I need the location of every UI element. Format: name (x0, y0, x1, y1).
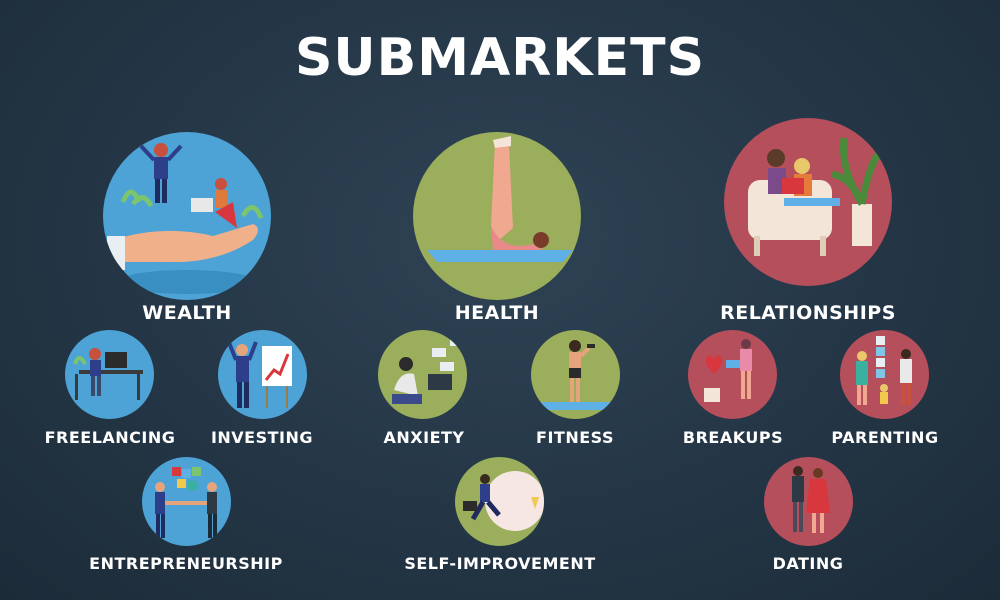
subcategory-label-self-improvement: SELF-IMPROVEMENT (404, 554, 596, 573)
couple-reading-icon (724, 118, 892, 286)
dumbbell-woman-icon (531, 330, 620, 419)
broken-heart-plant-icon (688, 330, 777, 419)
subcategory-label-entrepreneurship: ENTREPRENEURSHIP (89, 554, 283, 573)
puzzle-handshake-icon (142, 457, 231, 546)
category-label-relationships: RELATIONSHIPS (720, 302, 896, 324)
subcategory-label-fitness: FITNESS (536, 428, 614, 447)
category-label-health: HEALTH (454, 302, 540, 324)
subcategory-label-freelancing: FREELANCING (44, 428, 176, 447)
yoga-pose-icon (413, 132, 581, 300)
anxious-person-icon (378, 330, 467, 419)
climbing-goal-icon (455, 457, 544, 546)
subcategory-label-parenting: PARENTING (831, 428, 939, 447)
subcategory-label-breakups: BREAKUPS (682, 428, 784, 447)
investor-chart-icon (218, 330, 307, 419)
subcategory-label-investing: INVESTING (210, 428, 314, 447)
freelancer-desk-icon (65, 330, 154, 419)
page-title: SUBMARKETS (294, 28, 706, 88)
family-blocks-icon (840, 330, 929, 419)
subcategory-label-dating: DATING (772, 554, 844, 573)
subcategory-label-anxiety: ANXIETY (383, 428, 465, 447)
category-label-wealth: WEALTH (142, 302, 232, 324)
wealth-hand-icon (103, 132, 271, 300)
dating-couple-icon (764, 457, 853, 546)
